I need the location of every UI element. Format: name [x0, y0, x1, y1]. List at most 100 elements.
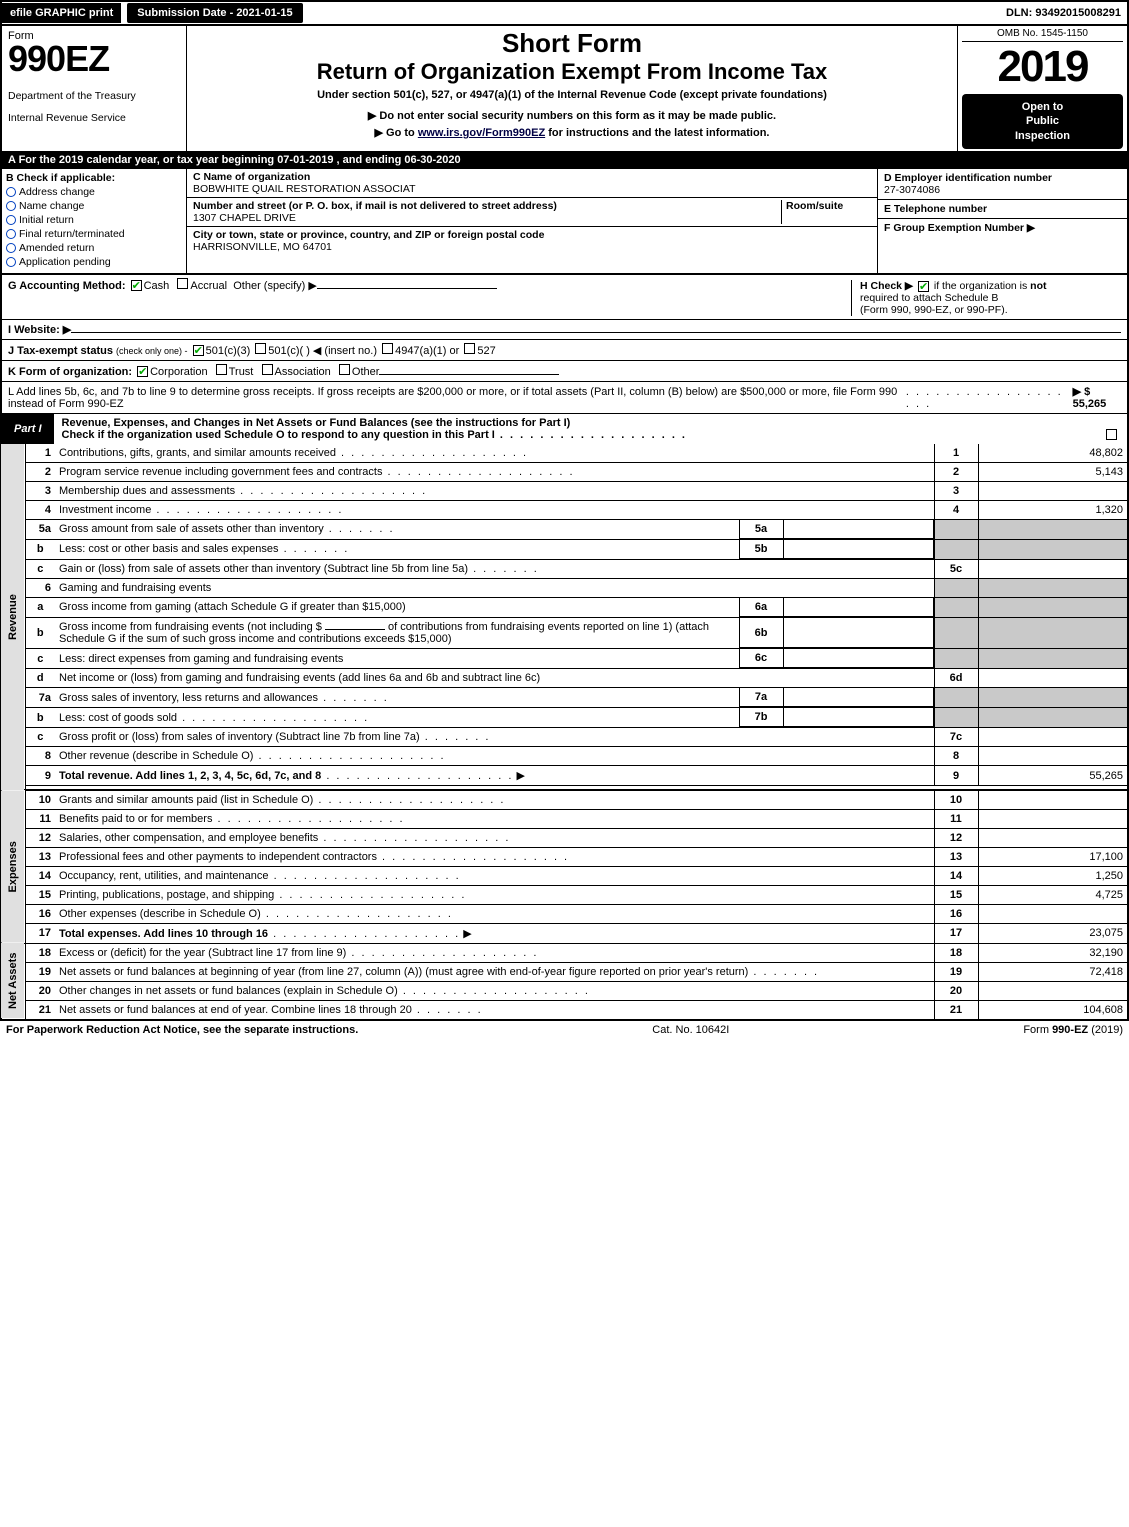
dots-icon — [253, 750, 445, 762]
l-amount: ▶ $ 55,265 — [1073, 385, 1121, 410]
tax-period: A For the 2019 calendar year, or tax yea… — [0, 151, 1129, 169]
table-row: 11 Benefits paid to or for members 11 — [1, 809, 1128, 828]
omb-number: OMB No. 1545-1150 — [962, 28, 1123, 42]
b-label: B Check if applicable: — [6, 172, 182, 184]
circle-icon — [6, 243, 16, 253]
table-row: 12 Salaries, other compensation, and emp… — [1, 828, 1128, 847]
j-501c: 501(c)( ) ◀ (insert no.) — [268, 344, 377, 357]
goto-pre: ▶ Go to — [375, 127, 418, 139]
h-not: not — [1030, 280, 1046, 292]
chk-name-change[interactable]: Name change — [6, 200, 182, 212]
website-input[interactable] — [71, 332, 1121, 333]
chk-schedule-o[interactable] — [1106, 429, 1117, 440]
table-row: b Less: cost of goods sold 7b — [1, 708, 1128, 728]
form-header: Form 990EZ Department of the Treasury In… — [0, 26, 1129, 151]
dots-icon — [268, 928, 460, 940]
dots-icon — [324, 523, 395, 535]
chk-amended-return[interactable]: Amended return — [6, 242, 182, 254]
chk-accrual[interactable] — [177, 278, 188, 289]
dots-icon — [177, 712, 369, 724]
chk-corp[interactable] — [137, 366, 148, 377]
tax-year: 2019 — [962, 42, 1123, 92]
line-num-col: 1 — [934, 444, 978, 463]
chk-501c[interactable] — [255, 343, 266, 354]
sub-val — [783, 520, 933, 539]
6b-amount-input[interactable] — [325, 629, 385, 630]
table-row: d Net income or (loss) from gaming and f… — [1, 669, 1128, 688]
table-row: 5a Gross amount from sale of assets othe… — [1, 519, 1128, 539]
open-line2: Public — [966, 114, 1119, 128]
g-cash: Cash — [144, 280, 170, 292]
chk-address-change[interactable]: Address change — [6, 186, 182, 198]
dots-icon — [269, 870, 461, 882]
chk-other-org[interactable] — [339, 364, 350, 375]
dots-icon — [274, 889, 466, 901]
row-i: I Website: ▶ — [0, 320, 1129, 340]
chk-cash[interactable] — [131, 280, 142, 291]
table-row: b Less: cost or other basis and sales ex… — [1, 539, 1128, 559]
chk-initial-return[interactable]: Initial return — [6, 214, 182, 226]
table-row: b Gross income from fundraising events (… — [1, 617, 1128, 649]
dots-icon — [468, 563, 539, 575]
g-other-input[interactable] — [317, 288, 497, 289]
table-row: 16 Other expenses (describe in Schedule … — [1, 904, 1128, 923]
section-d-e-f: D Employer identification number 27-3074… — [877, 169, 1127, 273]
h-pre: H Check ▶ — [860, 280, 913, 292]
header-right: OMB No. 1545-1150 2019 Open to Public In… — [957, 26, 1127, 151]
dots-icon — [261, 908, 453, 920]
no-ssn-warning: ▶ Do not enter social security numbers o… — [195, 109, 949, 122]
table-row: 17 Total expenses. Add lines 10 through … — [1, 923, 1128, 943]
org-city: HARRISONVILLE, MO 64701 — [193, 241, 871, 253]
dots-icon — [346, 947, 538, 959]
info-grid: B Check if applicable: Address change Na… — [0, 169, 1129, 275]
dots-icon — [906, 386, 1073, 410]
table-row: Expenses 10 Grants and similar amounts p… — [1, 790, 1128, 810]
org-name: BOBWHITE QUAIL RESTORATION ASSOCIAT — [193, 183, 871, 195]
h-text2: if the organization is — [934, 280, 1030, 292]
chk-assoc[interactable] — [262, 364, 273, 375]
revenue-side-label: Revenue — [1, 444, 25, 790]
dots-icon — [235, 485, 427, 497]
table-row: a Gross income from gaming (attach Sched… — [1, 597, 1128, 617]
net-assets-side-label: Net Assets — [1, 943, 25, 1019]
chk-4947[interactable] — [382, 343, 393, 354]
dots-icon — [382, 466, 574, 478]
top-bar: efile GRAPHIC print Submission Date - 20… — [0, 0, 1129, 26]
sub-num: 5a — [739, 520, 783, 539]
chk-501c3[interactable] — [193, 345, 204, 356]
g-accrual: Accrual — [190, 280, 227, 292]
c-city-label: City or town, state or province, country… — [193, 229, 871, 241]
j-hint: (check only one) - — [116, 346, 188, 356]
table-row: 6 Gaming and fundraising events — [1, 578, 1128, 597]
open-line3: Inspection — [966, 129, 1119, 143]
section-c: C Name of organization BOBWHITE QUAIL RE… — [187, 169, 877, 273]
j-4947: 4947(a)(1) or — [395, 345, 459, 357]
c-street-label: Number and street (or P. O. box, if mail… — [193, 200, 557, 212]
dots-icon — [212, 813, 404, 825]
table-row: c Gross profit or (loss) from sales of i… — [1, 728, 1128, 747]
short-form-title: Short Form — [195, 28, 949, 59]
efile-label[interactable]: efile GRAPHIC print — [2, 3, 121, 23]
arrow-icon — [460, 928, 472, 940]
table-row: 20 Other changes in net assets or fund b… — [1, 981, 1128, 1000]
irs-link[interactable]: www.irs.gov/Form990EZ — [418, 127, 545, 139]
l-text: L Add lines 5b, 6c, and 7b to line 9 to … — [8, 386, 906, 410]
chk-527[interactable] — [464, 343, 475, 354]
k-other-input[interactable] — [379, 374, 559, 375]
chk-trust[interactable] — [216, 364, 227, 375]
dept-treasury: Department of the Treasury — [8, 90, 180, 102]
chk-application-pending[interactable]: Application pending — [6, 256, 182, 268]
line-value: 48,802 — [978, 444, 1128, 463]
table-row: Revenue 1 Contributions, gifts, grants, … — [1, 444, 1128, 463]
dots-icon — [748, 966, 819, 978]
table-row: Net Assets 18 Excess or (deficit) for th… — [1, 943, 1128, 962]
k-other: Other — [352, 366, 380, 378]
chk-h[interactable] — [918, 281, 929, 292]
part1-table: Revenue 1 Contributions, gifts, grants, … — [0, 444, 1129, 1020]
j-label: J Tax-exempt status — [8, 345, 113, 357]
h-box: H Check ▶ if the organization is not req… — [851, 280, 1121, 316]
dots-icon — [495, 429, 687, 441]
dots-icon — [420, 731, 491, 743]
chk-final-return[interactable]: Final return/terminated — [6, 228, 182, 240]
c-name-label: C Name of organization — [193, 171, 871, 183]
